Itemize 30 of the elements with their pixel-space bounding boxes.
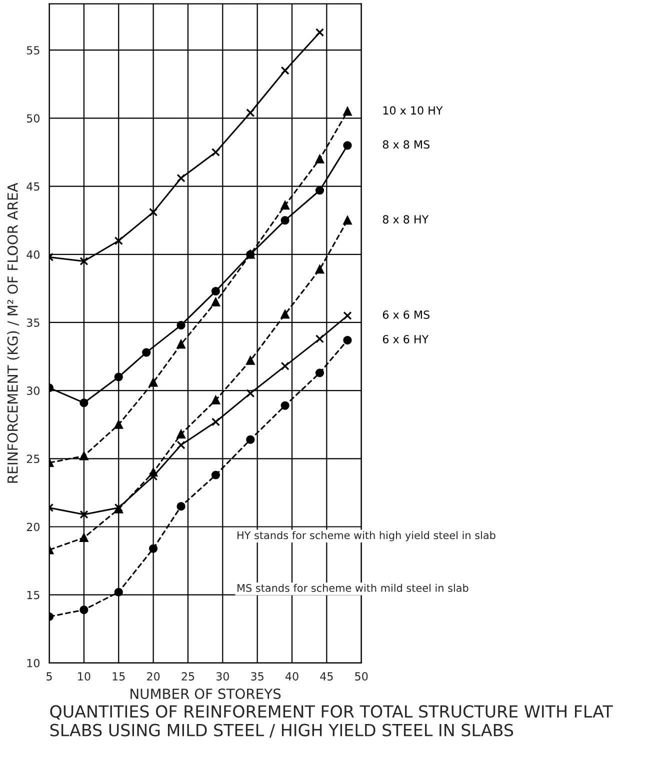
x-tick-label: 5 <box>46 672 52 681</box>
x-tick-label: 40 <box>285 672 298 681</box>
y-tick-label: 10 <box>27 658 40 668</box>
text: 6 x 6 MS <box>382 310 430 319</box>
text: 10 x 10 HY <box>383 106 443 115</box>
x-tick-label: 50 <box>355 672 368 681</box>
y-axis-title: REINFORCEMENT (KG) / M² OF FLOOR AREA <box>7 182 20 483</box>
x-tick-label: 25 <box>182 672 194 681</box>
y-tick-label: 25 <box>26 454 40 464</box>
y-tick-label: 35 <box>26 318 40 327</box>
y-tick-label: 30 <box>26 386 40 395</box>
text: 8 x 8 HY <box>382 215 429 224</box>
text: QUANTITIES OF REINFOREMENT FOR TOTAL STRUCTURE WITH FLAT SLABS USING MILD STEEL / HIGH YIELD STEEL IN SLABS <box>50 705 613 738</box>
y-tick-label: 15 <box>27 590 40 600</box>
y-tick-label: 40 <box>26 250 40 259</box>
x-tick-label: 20 <box>147 672 160 681</box>
y-tick-label: 50 <box>26 114 40 123</box>
annotation: HY stands for scheme with high yield steel in slab <box>238 531 496 542</box>
x-tick-label: 45 <box>320 672 333 681</box>
text: 8 x 8 MS <box>382 140 430 149</box>
x-tick-label: 30 <box>216 672 229 681</box>
annotation: MS stands for scheme with mild steel in slab <box>238 584 468 592</box>
x-tick-label: 35 <box>251 672 264 681</box>
x-axis-title: NUMBER OF STOREYS <box>130 688 281 700</box>
x-tick-label: 10 <box>78 672 90 681</box>
y-tick-label: 55 <box>26 46 40 54</box>
x-tick-label: 15 <box>112 672 125 681</box>
text: 6 x 6 HY <box>382 335 429 344</box>
y-tick-label: 45 <box>26 182 40 191</box>
y-tick-label: 20 <box>26 522 40 532</box>
